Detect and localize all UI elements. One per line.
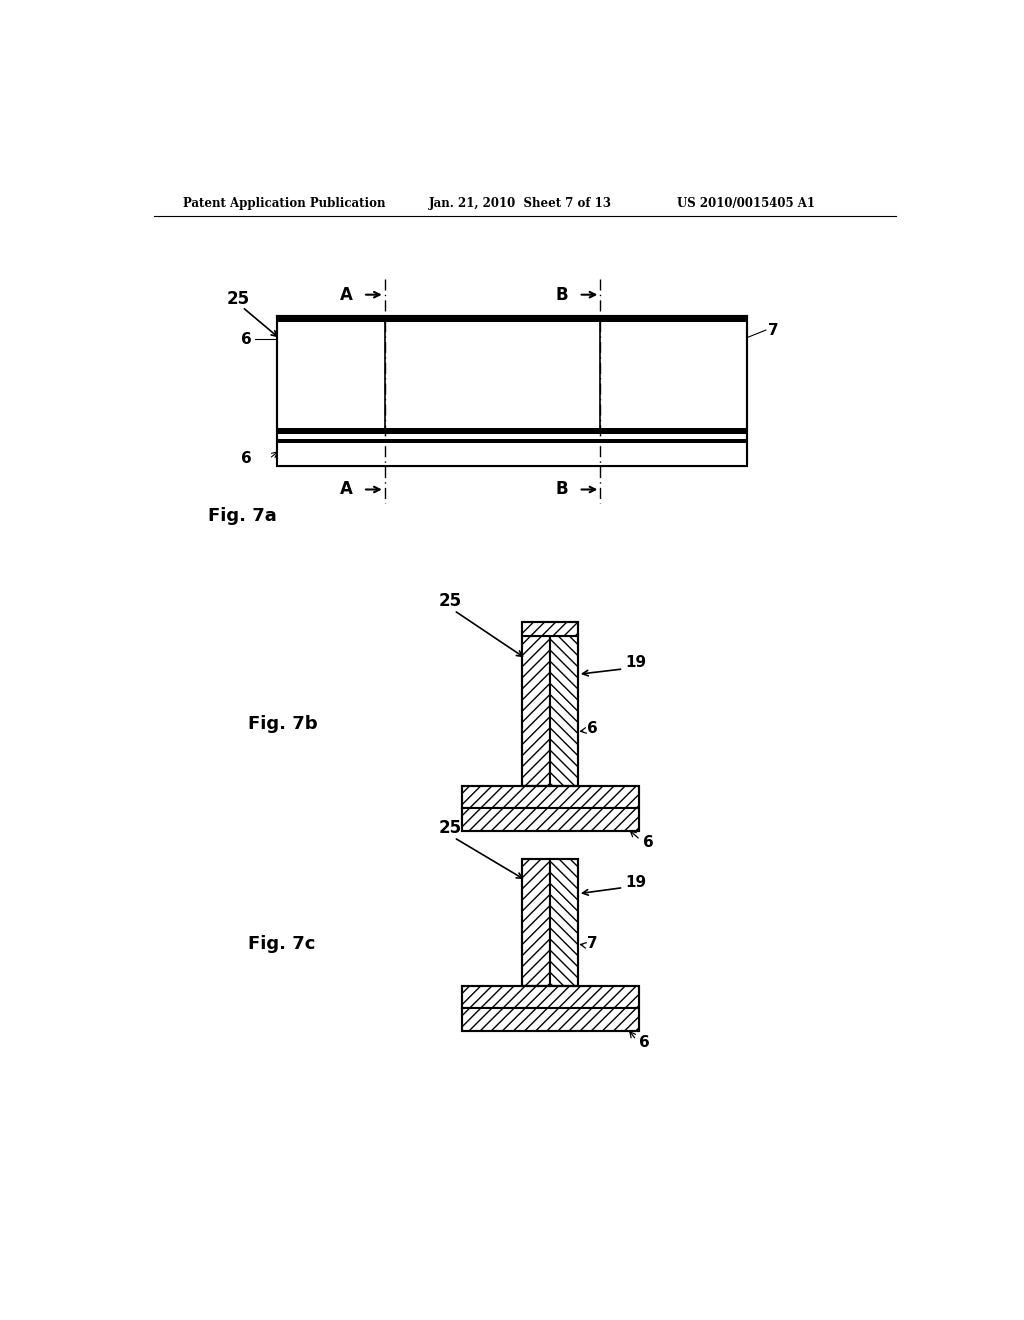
Text: 6: 6 [242, 331, 252, 347]
Text: 6: 6 [242, 451, 252, 466]
Text: A: A [340, 285, 353, 304]
Bar [276, 446, 746, 466]
Text: 25: 25 [438, 820, 462, 837]
Text: 7: 7 [768, 322, 778, 338]
Text: 19: 19 [626, 655, 647, 671]
Bar [462, 986, 639, 1031]
Text: 25: 25 [438, 593, 462, 610]
Text: 19: 19 [626, 875, 647, 890]
Text: Patent Application Publication: Patent Application Publication [183, 197, 385, 210]
Text: 6: 6 [587, 721, 598, 735]
Bar [550, 859, 578, 986]
Bar [462, 785, 639, 808]
Bar [522, 636, 550, 785]
Bar [462, 1007, 639, 1031]
Bar [276, 428, 746, 434]
Bar [522, 622, 578, 636]
Text: B: B [556, 285, 568, 304]
Text: 7: 7 [587, 936, 598, 952]
Bar [522, 859, 578, 986]
Bar [276, 317, 746, 322]
Text: B: B [556, 480, 568, 499]
Bar [276, 317, 746, 466]
Text: 6: 6 [639, 1035, 649, 1049]
Bar [522, 859, 550, 986]
Bar [462, 986, 639, 1007]
Text: Jan. 21, 2010  Sheet 7 of 13: Jan. 21, 2010 Sheet 7 of 13 [429, 197, 612, 210]
Bar [462, 808, 639, 830]
Bar [522, 622, 578, 785]
Bar [276, 317, 746, 466]
Text: 6: 6 [643, 834, 653, 850]
Text: 25: 25 [226, 290, 250, 309]
Text: Fig. 7b: Fig. 7b [248, 715, 317, 734]
Text: Fig. 7a: Fig. 7a [208, 507, 276, 525]
Text: A: A [340, 480, 353, 499]
Text: US 2010/0015405 A1: US 2010/0015405 A1 [677, 197, 815, 210]
Bar [276, 440, 746, 444]
Text: Fig. 7c: Fig. 7c [248, 935, 315, 953]
Bar [462, 785, 639, 830]
Bar [550, 636, 578, 785]
